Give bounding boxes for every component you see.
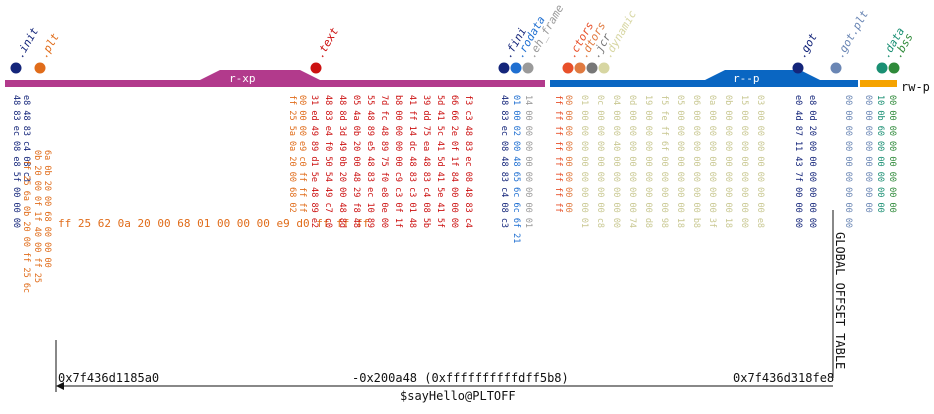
hex-init-col: 48 83 ec 08 e8 5f 00 00 00 — [11, 95, 21, 228]
hex-rodata-col: 01 00 02 00 48 65 6c 6c 6f 21 — [511, 95, 521, 243]
hex-eh-frame-col: 14 00 00 00 00 00 00 00 01 — [523, 95, 533, 228]
section-dot-eh-frame — [522, 62, 534, 74]
hex-text-col: 31 ed 49 89 d1 5e 48 89 e2 — [309, 95, 319, 228]
hex-dynamic-col: 0c 00 00 00 00 00 00 00 c8 — [595, 95, 605, 228]
section-dot-data — [876, 62, 888, 74]
section-dot-init — [10, 62, 22, 74]
hex-text-col: 5d 41 5c 41 5d 41 5e 41 5f — [435, 95, 445, 228]
section-dot-bss — [888, 62, 900, 74]
hex-text-col: 39 dd 75 ea 48 83 c4 08 5b — [421, 95, 431, 228]
hex-dynamic-col: 19 00 00 00 00 00 00 00 d8 — [643, 95, 653, 228]
hex-dynamic-col: 0a 00 00 00 00 00 00 00 3f — [707, 95, 717, 228]
hex-got-plt-col: e8 0d 20 00 00 00 00 00 00 — [807, 95, 817, 228]
hex-plt-col: 0b 20 00 0f 1f 40 00 ff 25 — [32, 150, 42, 283]
segment-r-xp-label: r-xp — [229, 72, 256, 85]
section-label-got: .got — [795, 31, 820, 61]
start-address: 0x7f436d1185a0 — [58, 371, 159, 385]
hex-dynamic-col: 0b 00 00 00 00 00 00 00 18 — [723, 95, 733, 228]
hex-text-col: b8 00 00 00 00 c9 c3 0f 1f — [393, 95, 403, 228]
hex-text-col: 41 ff 14 dc 48 83 c3 01 48 — [407, 95, 417, 228]
segment-r--p-label: r--p — [733, 72, 760, 85]
hex-init-col: e8 48 83 c4 08 c3 — [21, 95, 31, 182]
section-dot-plt — [34, 62, 46, 74]
hex-dynamic-col: 04 00 00 40 00 00 00 00 00 — [611, 95, 621, 228]
hex-dynamic-col: 01 00 00 00 00 00 00 00 01 — [579, 95, 589, 228]
section-label-got-plt: .got.plt — [833, 8, 871, 61]
hex-fini-col: 48 83 ec 08 48 83 c4 08 c3 — [499, 95, 509, 228]
hex-text-col: 05 4a 0b 20 00 48 29 f8 48 — [351, 95, 361, 228]
hex-dynamic-col: f5 fe ff 6f 00 00 00 00 98 — [659, 95, 669, 228]
section-dot-fini — [498, 62, 510, 74]
hex-ctors-col: ff ff ff ff ff ff ff ff — [553, 95, 563, 213]
section-dot-text — [310, 62, 322, 74]
hex-text-col: 7d fc 48 89 75 f0 e8 0e 00 — [379, 95, 389, 228]
offset-label: -0x200a48 (0xffffffffffdff5b8) — [352, 371, 569, 385]
hex-plt-col: ff 25 6a 0b 20 00 ff 25 6c — [21, 160, 31, 293]
offset-arrow-head — [56, 382, 64, 390]
hex-plt-col: 6a 0b 20 00 68 00 00 00 — [42, 150, 52, 268]
segment-rw-p-label: rw-p — [901, 80, 930, 94]
hex-text-col: 48 83 e4 f0 50 54 49 c7 c0 — [323, 95, 333, 228]
hex-dynamic-col: 0d 00 00 00 00 00 00 00 74 — [627, 95, 637, 228]
section-label-plt: .plt — [37, 31, 62, 61]
hex-dtors-col: 00 00 00 00 00 00 00 00 — [563, 95, 573, 213]
segment-rw-p-bar — [860, 80, 897, 87]
section-dot-jcr — [586, 62, 598, 74]
hex-dumps: 48 83 ec 08 e8 5f 00 00 00 e8 48 83 c4 0… — [11, 95, 897, 293]
segment-r-xp-bar — [5, 70, 545, 87]
hex-plt-col: ff 25 5a 0a 20 00 68 02 — [287, 95, 297, 213]
hex-data-col: 00 00 00 00 00 00 00 00 — [863, 95, 873, 213]
section-label-init: .init — [13, 25, 41, 61]
relocation-annotation: 0x7f436d1185a0 -0x200a48 (0xffffffffffdf… — [55, 340, 834, 403]
hex-text-col: 66 66 2e 0f 1f 84 00 00 00 — [449, 95, 459, 228]
section-dot-dynamic — [598, 62, 610, 74]
hex-dynamic-col: 03 00 00 00 00 00 00 00 e8 — [755, 95, 765, 228]
section-dot-got-plt — [830, 62, 842, 74]
hex-plt-horizontal: ff 25 62 0a 20 00 68 01 00 00 00 e9 d0 f… — [58, 217, 369, 230]
hex-text-col: f3 c3 48 83 ec 08 48 83 c4 — [463, 95, 473, 228]
segment-r--p-bar — [550, 70, 858, 87]
hex-text-col: 55 48 89 e5 48 83 ec 10 89 — [365, 95, 375, 228]
hex-data-col: 10 0b 60 00 00 00 00 00 — [875, 95, 885, 213]
section-markers: .init .plt .text .fini .rodata .eh_frame… — [10, 2, 916, 74]
section-label-text: .text — [313, 25, 341, 61]
hex-text-col: 48 8d 3d 49 0b 20 00 48 8d — [337, 95, 347, 228]
hex-dynamic-col: 05 00 00 00 00 00 00 00 18 — [675, 95, 685, 228]
end-address: 0x7f436d318fe8 — [733, 371, 834, 385]
section-dot-got — [792, 62, 804, 74]
hex-dynamic-col: 06 00 00 00 00 00 00 00 b8 — [691, 95, 701, 228]
hex-got-plt-col: 00 00 00 00 00 00 00 00 00 — [843, 95, 853, 228]
section-dot-ctors — [562, 62, 574, 74]
section-dot-rodata — [510, 62, 522, 74]
segment-bars: r-xp r--p rw-p — [5, 70, 930, 94]
symbol-label: $sayHello@PLTOFF — [400, 389, 516, 403]
section-dot-dtors — [574, 62, 586, 74]
hex-got-col: e0 4d 87 11 43 7f 00 00 00 — [793, 95, 803, 228]
hex-bss-col: 00 00 00 00 00 00 00 00 — [887, 95, 897, 213]
got-target-label: GLOBAL_OFFSET_TABLE — [833, 232, 847, 369]
hex-dynamic-col: 15 00 00 00 00 00 00 00 00 — [739, 95, 749, 228]
hex-plt-col: 00 00 00 e9 c0 ff ff ff — [297, 95, 307, 213]
